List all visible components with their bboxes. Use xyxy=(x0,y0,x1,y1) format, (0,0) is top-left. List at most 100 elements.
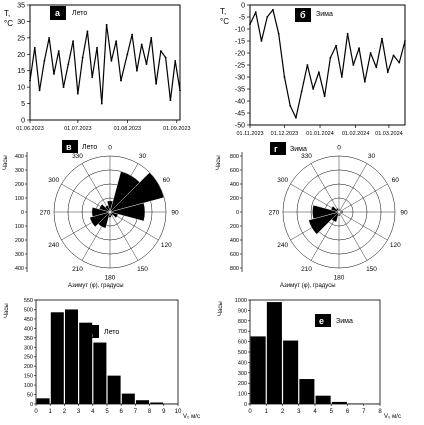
y-tick-label: 800 xyxy=(238,319,247,325)
y-tick-label: 100 xyxy=(238,392,247,398)
radial-tick-label: 400 xyxy=(15,266,24,272)
data-point xyxy=(260,40,263,42)
line-segment xyxy=(67,41,74,65)
line-segment xyxy=(165,57,172,101)
data-point xyxy=(150,36,153,39)
chart-panel-g: Часы 800 600 400 200 0 200 400 600 800 г Зима 0 3… xyxy=(216,142,408,289)
y-tick-label: 700 xyxy=(238,329,247,335)
y-tick-label: 0 xyxy=(241,3,245,10)
y-tick-label: 100 xyxy=(24,383,33,389)
y-axis-label-g: Часы xyxy=(216,155,222,170)
polar-spoke xyxy=(290,183,340,213)
x-tick-label: 6 xyxy=(120,409,124,415)
bar xyxy=(136,400,149,404)
line-segment xyxy=(53,50,60,75)
polar-spoke xyxy=(338,183,388,213)
angle-label: 30 xyxy=(139,153,147,160)
panel-letter-a: а xyxy=(55,8,61,18)
data-point xyxy=(43,59,46,62)
panel-letter-box-v xyxy=(62,140,78,153)
radial-tick-label: 200 xyxy=(230,196,239,202)
radial-tick-label: 600 xyxy=(230,252,239,258)
panel-letter-v: в xyxy=(66,142,72,152)
polar-sector xyxy=(308,211,340,235)
y-tick-label: 150 xyxy=(24,374,33,380)
line-segment xyxy=(249,11,257,25)
y-tick-label: 10 xyxy=(17,85,25,92)
panel-letter-g: г xyxy=(274,144,278,154)
line-segment xyxy=(169,60,176,101)
line-segment xyxy=(136,44,143,71)
radial-tick-label: 400 xyxy=(15,154,24,160)
x-tick-label: 9 xyxy=(162,409,166,415)
x-axis-label-v: Азимут (φ), градусы xyxy=(68,283,124,289)
line-segment xyxy=(387,55,395,73)
data-point xyxy=(126,53,129,56)
data-point xyxy=(96,46,98,49)
x-tick-label: 7 xyxy=(134,409,138,415)
data-point xyxy=(295,116,297,119)
data-point xyxy=(312,88,315,90)
line-segment xyxy=(150,37,157,84)
panel-caption-g: Зима xyxy=(290,146,307,153)
polar-plot-g: 0 30 60 90 120 150 180 210 240 270 300 330 xyxy=(269,145,408,282)
bar xyxy=(266,302,282,404)
y-tick-label: 400 xyxy=(24,326,33,332)
y-ticks-d: 0 50 100 150 200 250 300 350 400 450 500 550 xyxy=(24,298,36,408)
line-segment xyxy=(62,64,69,88)
angle-label: 150 xyxy=(137,266,148,273)
y-tick-label: -40 xyxy=(235,99,245,106)
y-tick-label: 5 xyxy=(21,101,25,108)
panel-letter-box-g xyxy=(270,142,286,155)
data-point xyxy=(404,40,406,42)
x-tick-label: 01.12.2023 xyxy=(271,131,299,137)
x-tick-label: 01.01.2024 xyxy=(306,131,334,137)
data-point xyxy=(105,23,108,26)
polar-sector xyxy=(109,172,165,213)
y-tick-label: 250 xyxy=(24,355,33,361)
line-segment xyxy=(260,16,268,42)
radial-tick-label: 300 xyxy=(15,252,24,258)
data-point xyxy=(289,104,292,107)
angle-label: 300 xyxy=(48,177,59,184)
y-tick-label: 0 xyxy=(21,118,25,125)
data-point xyxy=(323,95,326,98)
y-tick-label: 600 xyxy=(238,340,247,346)
line-segment xyxy=(101,24,108,104)
angle-label: 90 xyxy=(171,210,179,217)
bar xyxy=(65,309,78,404)
polar-spoke xyxy=(338,211,368,261)
panel-caption-v: Лето xyxy=(82,144,97,151)
y-tick-label: 50 xyxy=(27,393,33,399)
panel-caption-e: Зима xyxy=(336,318,353,325)
angle-label: 240 xyxy=(48,242,59,249)
data-point xyxy=(91,76,94,79)
radial-ticks-g: 800 600 400 200 0 200 400 600 800 xyxy=(230,154,242,272)
x-tick-label: 4 xyxy=(313,409,317,415)
panel-letter-e: е xyxy=(319,316,324,326)
line-segment xyxy=(364,52,372,82)
angle-label: 210 xyxy=(72,266,83,273)
data-point xyxy=(340,76,343,78)
radial-tick-label: 0 xyxy=(21,210,24,216)
angle-label: 270 xyxy=(269,210,280,217)
plot-frame-a xyxy=(29,4,181,121)
data-point xyxy=(57,50,60,52)
radial-tick-label: 200 xyxy=(15,182,24,188)
panel-letter-box-e xyxy=(315,314,331,327)
data-point xyxy=(306,64,309,66)
x-tick-label: 01.07.2023 xyxy=(64,126,92,132)
polar-sector xyxy=(91,207,111,217)
angle-label: 30 xyxy=(368,153,376,160)
data-point xyxy=(254,11,257,14)
line-segment xyxy=(255,12,263,42)
bar xyxy=(50,312,64,404)
y-tick-label: 500 xyxy=(24,307,33,313)
line-segment xyxy=(126,34,133,55)
y-tick-label: -10 xyxy=(235,27,245,34)
data-point xyxy=(346,32,349,35)
data-point xyxy=(62,86,65,89)
line-segment xyxy=(312,72,320,90)
bar xyxy=(121,393,135,404)
panel-caption-d: Лето xyxy=(104,329,119,336)
